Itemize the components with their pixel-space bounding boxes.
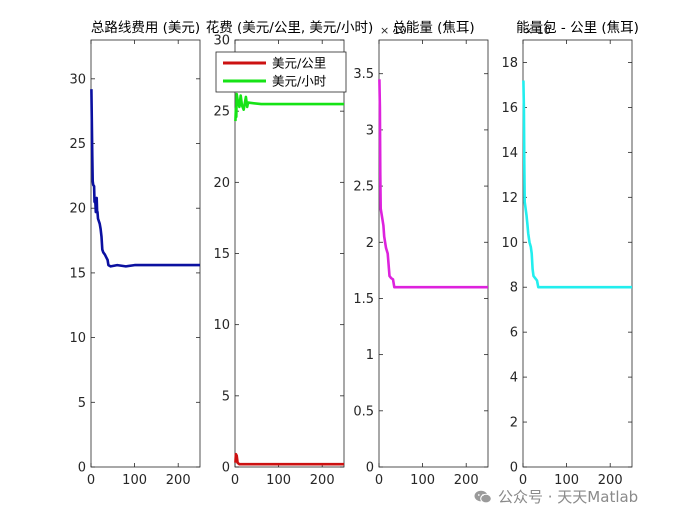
x-tick-label: 0 bbox=[231, 473, 239, 488]
chart-1: 0 100 200 0 5 10 15 20 25 30 总路线费用 (美元) bbox=[69, 20, 201, 488]
y-tick-label: 2.5 bbox=[353, 180, 374, 195]
y-tick-label: 8 bbox=[510, 281, 518, 296]
series-line-1 bbox=[378, 79, 488, 289]
y-tick-label: 14 bbox=[501, 146, 518, 161]
plot-area bbox=[522, 39, 633, 468]
y-tick-label: 10 bbox=[69, 331, 86, 346]
x-tick-label: 100 bbox=[122, 473, 147, 488]
series-line-1 bbox=[522, 80, 632, 289]
y-tick-label: 1 bbox=[366, 348, 374, 363]
y-tick-label: 3 bbox=[366, 123, 374, 138]
watermark-text: 公众号 · 天天Matlab bbox=[498, 488, 639, 506]
x-tick-label: 0 bbox=[87, 473, 95, 488]
x-tick-label: 0 bbox=[519, 473, 527, 488]
legend-label: 美元/公里 bbox=[272, 56, 326, 71]
x-tick-label: 200 bbox=[454, 473, 479, 488]
watermark: 公众号 · 天天Matlab bbox=[474, 486, 638, 507]
plot-area bbox=[378, 39, 489, 468]
chart-title: 花费 (美元/公里, 美元/小时) bbox=[206, 20, 374, 36]
x-tick-label: 100 bbox=[554, 473, 579, 488]
y-tick-label: 2 bbox=[366, 236, 374, 251]
x-tick-label: 200 bbox=[310, 473, 335, 488]
y-tick-label: 15 bbox=[213, 247, 230, 262]
legend-label: 美元/小时 bbox=[272, 74, 327, 89]
y-tick-label: 10 bbox=[213, 318, 230, 333]
x-tick-label: 100 bbox=[266, 473, 291, 488]
y-tick-label: 25 bbox=[69, 137, 86, 152]
y-tick-label: 5 bbox=[222, 389, 230, 404]
y-tick-label: 6 bbox=[510, 326, 518, 341]
x-tick-label: 200 bbox=[598, 473, 623, 488]
y-tick-label: 0 bbox=[78, 461, 86, 476]
plot-area bbox=[90, 39, 201, 468]
y-tick-label: 0 bbox=[222, 461, 230, 476]
wechat-icon bbox=[474, 490, 492, 503]
chart-title: 总路线费用 (美元) bbox=[91, 20, 200, 36]
y-tick-label: 10 bbox=[501, 236, 518, 251]
y-tick-label: 0 bbox=[366, 461, 374, 476]
y-tick-label: 0 bbox=[510, 461, 518, 476]
series-line-1 bbox=[90, 89, 200, 268]
y-tick-label: 20 bbox=[69, 202, 86, 217]
series-line-2 bbox=[234, 92, 344, 122]
series-line-1 bbox=[234, 452, 344, 466]
legend-box bbox=[215, 51, 347, 93]
chart-title: 总能量 (焦耳) bbox=[392, 20, 474, 36]
y-tick-label: 18 bbox=[501, 56, 518, 71]
y-tick-label: 0.5 bbox=[353, 404, 374, 419]
axis-exponent: × 10 bbox=[380, 24, 407, 37]
y-tick-label: 5 bbox=[78, 396, 86, 411]
axis-exponent: × 10 bbox=[524, 24, 551, 37]
y-tick-label: 2 bbox=[510, 416, 518, 431]
y-tick-label: 12 bbox=[501, 191, 518, 206]
y-tick-label: 3.5 bbox=[353, 67, 374, 82]
y-tick-label: 4 bbox=[510, 371, 518, 386]
y-tick-label: 15 bbox=[69, 266, 86, 281]
y-tick-label: 20 bbox=[213, 176, 230, 191]
x-tick-label: 0 bbox=[375, 473, 383, 488]
chart-title: 能量包 - 公里 (焦耳) bbox=[516, 20, 639, 36]
y-tick-label: 25 bbox=[213, 105, 230, 120]
y-tick-label: 30 bbox=[213, 34, 230, 49]
y-tick-label: 16 bbox=[501, 101, 518, 116]
x-tick-label: 200 bbox=[166, 473, 191, 488]
x-tick-label: 100 bbox=[410, 473, 435, 488]
y-tick-label: 1.5 bbox=[353, 292, 374, 307]
y-tick-label: 30 bbox=[69, 72, 86, 87]
